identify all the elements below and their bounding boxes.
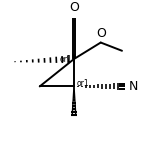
Text: O: O xyxy=(96,27,106,40)
Text: N: N xyxy=(129,80,138,93)
Text: or1: or1 xyxy=(77,79,89,88)
Text: or1: or1 xyxy=(60,55,72,64)
Text: O: O xyxy=(69,1,79,14)
